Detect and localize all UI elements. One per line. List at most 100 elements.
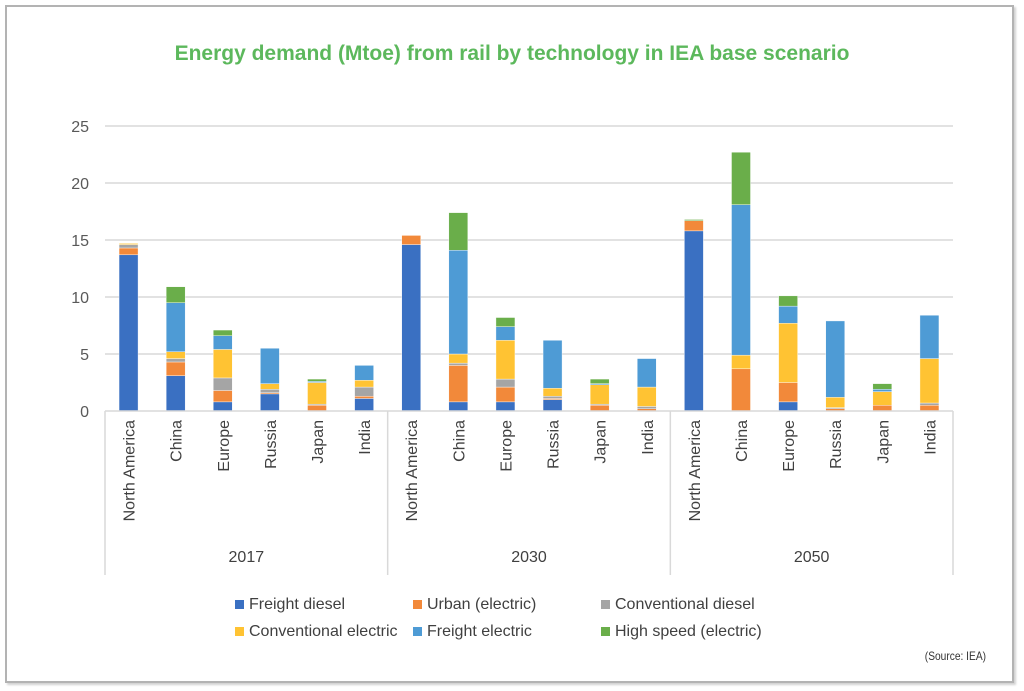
x-category-label: North America	[404, 420, 421, 521]
bar-segment-freight-electric	[260, 348, 280, 384]
y-tick-label: 5	[80, 347, 89, 364]
bar-segment-high-speed-electric	[684, 219, 704, 221]
legend-swatch	[601, 600, 610, 609]
bar-segment-conventional-diesel	[260, 389, 280, 393]
x-category-label: Europe	[498, 420, 515, 472]
bar-segment-conventional-electric	[354, 380, 374, 388]
legend-swatch	[601, 627, 610, 636]
bar-segment-conventional-electric	[825, 397, 845, 408]
x-group-label: 2050	[794, 549, 830, 566]
legend-item: Conventional electric	[235, 623, 413, 641]
bar-segment-freight-diesel	[401, 244, 421, 412]
bar-segment-conventional-electric	[919, 358, 940, 404]
x-category-label: China	[169, 420, 186, 462]
bar-segment-freight-diesel	[260, 393, 280, 412]
legend-item: Freight electric	[413, 623, 601, 641]
bar-segment-freight-electric	[542, 340, 563, 389]
x-category-label: North America	[122, 420, 139, 521]
bar-segment-high-speed-electric	[307, 378, 327, 382]
bar-segment-urban-electric	[778, 382, 798, 403]
y-tick-label: 0	[80, 404, 89, 421]
bar-segment-freight-electric	[872, 389, 893, 392]
legend-label: Freight diesel	[249, 595, 346, 613]
bar-segment-urban-electric	[401, 235, 421, 245]
legend-swatch	[235, 627, 244, 636]
bar-segment-freight-diesel	[542, 399, 563, 412]
legend-item: High speed (electric)	[601, 623, 801, 641]
y-tick-label: 20	[71, 176, 89, 193]
bar-segment-conventional-electric	[637, 386, 657, 407]
bar-segment-urban-electric	[872, 405, 893, 412]
bar-segment-urban-electric	[118, 247, 139, 256]
bar-segment-freight-diesel	[354, 398, 374, 412]
bar-segment-conventional-diesel	[165, 358, 186, 363]
bar-segment-conventional-diesel	[637, 406, 657, 409]
x-category-label: Russia	[546, 420, 563, 469]
bar-segment-high-speed-electric	[778, 295, 798, 307]
bar-segment-conventional-diesel	[448, 362, 469, 366]
legend-swatch	[413, 600, 422, 609]
bar-segment-high-speed-electric	[872, 383, 893, 390]
bar-segment-freight-diesel	[118, 254, 139, 412]
bar-segment-freight-electric	[165, 302, 186, 352]
bar-segment-urban-electric	[589, 405, 610, 412]
legend-label: Freight electric	[427, 622, 532, 640]
chart-title: Energy demand (Mtoe) from rail by techno…	[174, 42, 850, 65]
legend-item: Freight diesel	[235, 596, 413, 614]
x-category-label: China	[734, 420, 751, 462]
bar-segment-urban-electric	[731, 368, 751, 412]
x-category-label: Japan	[593, 420, 610, 464]
x-category-label: China	[451, 420, 468, 462]
bar-segment-high-speed-electric	[448, 212, 469, 251]
x-category-label: Japan	[310, 420, 327, 464]
legend-swatch	[235, 600, 244, 609]
y-axis-ticks: 0 5 10 15 20 25	[71, 119, 89, 421]
x-axis-category-labels: North America China Europe Russia Japan India…	[122, 420, 940, 521]
bar-segment-freight-electric	[778, 305, 798, 324]
legend-row: Conventional electric Freight electric Hig…	[235, 618, 835, 645]
legend-item: Urban (electric)	[413, 596, 601, 614]
bar-segment-conventional-electric	[495, 340, 516, 380]
bar-segment-high-speed-electric	[731, 152, 751, 205]
y-tick-label: 15	[71, 233, 89, 250]
bar-segment-conventional-electric	[731, 354, 751, 370]
bar-segment-freight-electric	[495, 326, 516, 341]
bar-segment-conventional-diesel	[354, 386, 374, 397]
gridlines	[105, 125, 953, 355]
x-category-label: Europe	[781, 420, 798, 472]
bar-segment-freight-electric	[637, 358, 657, 388]
bar-segment-conventional-diesel	[495, 378, 516, 388]
bar-segment-conventional-electric	[213, 349, 233, 379]
x-axis-group-labels: 2017 2030 2050	[229, 549, 830, 566]
bar-segment-freight-diesel	[165, 375, 186, 412]
legend-label: Conventional diesel	[615, 595, 755, 613]
bar-segment-freight-diesel	[213, 401, 233, 412]
bar-segment-urban-electric	[165, 361, 186, 376]
bar-segment-conventional-electric	[542, 388, 563, 397]
bar-segment-urban-electric	[354, 395, 374, 399]
bar-segment-freight-electric	[919, 315, 940, 359]
bars	[118, 152, 940, 412]
x-axis	[104, 410, 954, 575]
bar-segment-conventional-electric	[872, 391, 893, 406]
legend: Freight diesel Urban (electric) Convention…	[235, 591, 835, 645]
x-category-label: Europe	[216, 420, 233, 472]
x-group-label: 2017	[229, 549, 265, 566]
bar-segment-urban-electric	[213, 390, 233, 403]
legend-label: High speed (electric)	[615, 622, 762, 640]
legend-label: Urban (electric)	[427, 595, 537, 613]
bar-segment-conventional-electric	[260, 383, 280, 390]
bar-segment-freight-electric	[731, 204, 751, 356]
legend-swatch	[413, 627, 422, 636]
x-category-label: Russia	[828, 420, 845, 469]
y-tick-label: 25	[71, 119, 89, 136]
bar-segment-freight-diesel	[495, 401, 516, 412]
source-note: (Source: IEA)	[924, 649, 986, 663]
bar-segment-conventional-electric	[118, 243, 139, 245]
bar-segment-conventional-electric	[165, 351, 186, 359]
bar-segment-urban-electric	[307, 405, 327, 412]
bar-segment-freight-diesel	[448, 401, 469, 412]
legend-item: Conventional diesel	[601, 596, 801, 614]
bar-segment-high-speed-electric	[495, 317, 516, 327]
